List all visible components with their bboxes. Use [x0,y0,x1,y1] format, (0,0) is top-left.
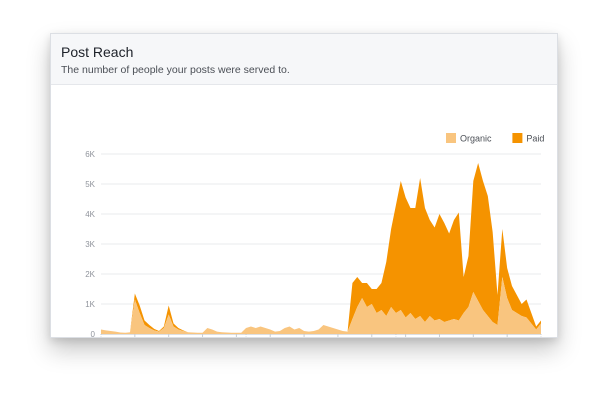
y-tick-label: 6K [85,150,95,159]
legend-swatch-organic [446,133,456,143]
grid-lines [101,153,541,335]
x-axis: SEP08152229OCT06132027NOV03101724DEC [100,334,542,337]
y-axis: 0 1K 2K 3K 4K 5K 6K [85,150,95,337]
chart-legend: Organic Paid [446,133,544,144]
area-series [101,163,541,334]
y-tick-label: 1K [85,300,95,309]
legend-swatch-paid [512,133,523,143]
legend-label-organic: Organic [460,134,492,144]
card-subtitle: The number of people your posts were ser… [61,64,290,76]
area-paid [101,163,541,333]
y-tick-label: 5K [85,180,95,189]
card-title: Post Reach [61,44,134,60]
card-header: Post Reach The number of people your pos… [51,34,557,85]
area-organic [101,277,541,334]
y-tick-label: 0 [91,330,96,337]
y-tick-label: 2K [85,270,95,279]
post-reach-chart: SEP08152229OCT06132027NOV03101724DEC 0 1K… [85,133,544,337]
y-tick-label: 4K [85,210,95,219]
post-reach-card: Post Reach The number of people your pos… [50,33,558,338]
legend-label-paid: Paid [526,134,544,144]
y-tick-label: 3K [85,240,95,249]
